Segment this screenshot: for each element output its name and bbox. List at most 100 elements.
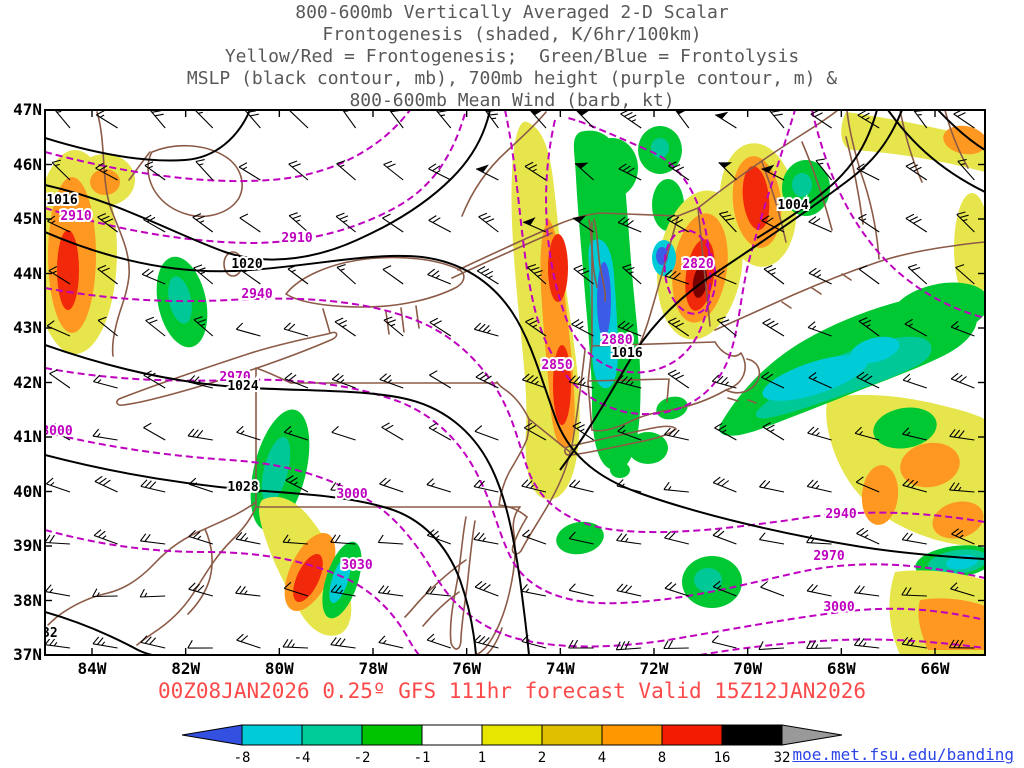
maine-nb-border xyxy=(846,110,880,260)
wind-barb xyxy=(330,637,356,649)
wind-barb xyxy=(428,163,452,181)
wind-barb xyxy=(815,158,833,181)
wind-barb xyxy=(334,317,356,337)
colorbar-tick-label: 2 xyxy=(538,750,546,766)
wind-barb xyxy=(948,639,975,649)
wind-barb xyxy=(617,216,642,233)
wind-barb xyxy=(383,316,404,337)
contour-label-layer: 2910 2910 2940 2970 3000 3000 3030 2850 2880 2820… xyxy=(45,191,859,643)
maine-north-border xyxy=(697,110,839,209)
credit-link[interactable]: moe.met.fsu.edu/banding xyxy=(792,745,1014,764)
wind-barb xyxy=(957,158,975,181)
contour-label: 2970 xyxy=(813,549,844,564)
geography-layer xyxy=(45,110,985,655)
wind-barb xyxy=(854,426,880,441)
wind-barb xyxy=(330,584,356,597)
wind-barb xyxy=(473,322,499,337)
wind-barb xyxy=(336,263,356,285)
wind-barb xyxy=(714,422,737,441)
ottawa-river xyxy=(461,111,547,217)
wind-barb xyxy=(244,110,261,129)
wind-barb xyxy=(45,584,71,597)
wind-barb xyxy=(572,421,594,441)
wind-barb xyxy=(235,322,261,337)
colorbar-tick-label: -8 xyxy=(234,750,251,766)
colorbar-segment xyxy=(541,724,603,746)
wind-barb xyxy=(568,479,594,493)
wind-barb-layer xyxy=(45,110,975,651)
wind-barb xyxy=(523,422,547,441)
wind-barb xyxy=(571,319,594,337)
wind-barb xyxy=(474,580,499,597)
wind-barb xyxy=(522,221,547,233)
wind-barb xyxy=(194,110,214,129)
wind-barb xyxy=(674,110,690,129)
erie-triangle xyxy=(255,367,292,384)
wind-barb xyxy=(951,528,975,545)
wind-barb xyxy=(808,216,832,233)
new-brunswick-rivers xyxy=(899,110,969,183)
wind-barb xyxy=(284,372,309,389)
wind-barb xyxy=(902,373,927,389)
title-line-2: Frontogenesis (shaded, K/6hr/100km) xyxy=(322,24,702,45)
contour-label: 2910 xyxy=(60,209,91,224)
wind-barb xyxy=(806,479,832,493)
wind-barb xyxy=(617,320,642,337)
wind-barb xyxy=(93,529,118,545)
ma-north-border xyxy=(591,341,716,347)
wind-barb xyxy=(716,316,737,337)
wind-barb xyxy=(235,585,261,597)
wind-barb xyxy=(382,213,404,233)
wind-barb xyxy=(529,110,547,129)
wv-va-border xyxy=(136,506,257,646)
wind-barb xyxy=(663,640,689,650)
st-lawrence-river-south-bank xyxy=(451,232,553,279)
colorbar-segment xyxy=(481,724,543,746)
wind-barb xyxy=(143,214,166,233)
wind-barb xyxy=(92,636,118,649)
wind-barb xyxy=(92,588,118,598)
wind-barb xyxy=(474,425,499,441)
georgian-bay-outline xyxy=(147,144,243,218)
lat-label: 43N xyxy=(13,318,42,337)
wv-river xyxy=(187,528,213,615)
wind-barb xyxy=(377,534,404,545)
wind-barb xyxy=(522,373,547,389)
wind-barb xyxy=(331,373,356,389)
wind-barb xyxy=(149,110,166,129)
wind-barb xyxy=(568,639,594,649)
wind-barb xyxy=(953,110,975,129)
wind-barb xyxy=(568,531,594,545)
contour-label: 1028 xyxy=(227,480,258,495)
wind-barb xyxy=(902,427,927,441)
delmarva-coast xyxy=(473,506,521,655)
wind-barb xyxy=(49,369,71,389)
wind-barb xyxy=(622,263,642,285)
wind-barb xyxy=(617,425,642,441)
height-contour-layer xyxy=(45,110,985,655)
wind-barb-flag xyxy=(530,110,543,116)
wind-barb xyxy=(761,215,785,233)
wind-barb xyxy=(378,635,404,649)
wind-barb xyxy=(45,534,71,545)
frontogenesis-shading-layer xyxy=(45,112,985,655)
contour-label: 3000 xyxy=(823,600,854,615)
ohio-river xyxy=(45,501,257,629)
wind-barb xyxy=(761,168,785,181)
wind-barb xyxy=(379,373,404,389)
wind-barb xyxy=(283,581,309,597)
map-border xyxy=(44,109,986,656)
wind-barb xyxy=(521,479,547,493)
wind-barb-flag xyxy=(576,110,590,116)
wind-barb xyxy=(473,479,499,493)
contour-label: 2820 xyxy=(682,257,713,272)
wind-barb xyxy=(616,375,642,389)
wind-barb xyxy=(759,479,785,493)
wind-barb xyxy=(762,318,785,337)
wind-barb xyxy=(858,317,880,337)
wind-barb xyxy=(853,585,880,597)
wind-barb xyxy=(97,316,118,337)
lat-label: 44N xyxy=(13,263,42,283)
lat-label: 45N xyxy=(13,209,42,228)
